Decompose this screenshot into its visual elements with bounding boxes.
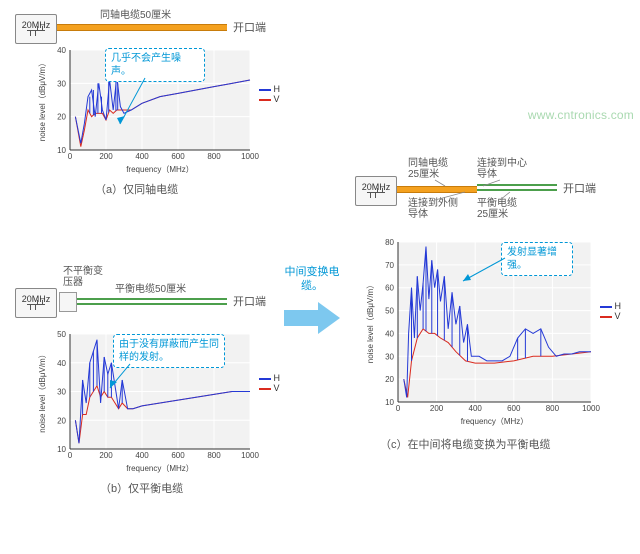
svg-text:600: 600 <box>171 451 185 460</box>
svg-text:800: 800 <box>207 451 221 460</box>
balanced-label-b: 平衡电缆50厘米 <box>115 280 186 295</box>
big-arrow-icon <box>282 298 342 338</box>
callout-a: 几乎不会产生噪声。 <box>105 48 205 82</box>
square-wave-icon <box>367 192 385 200</box>
infographic-root: www.cntronics.com 20MHz 同轴电缆50厘米 开口端 0 20… <box>0 0 640 554</box>
svg-text:40: 40 <box>385 329 394 338</box>
svg-text:400: 400 <box>135 152 149 161</box>
svg-text:200: 200 <box>99 152 113 161</box>
svg-text:10: 10 <box>385 398 394 407</box>
balun-label-b: 不平衡变压器 <box>63 266 103 288</box>
svg-text:20: 20 <box>57 416 66 425</box>
svg-text:60: 60 <box>385 284 394 293</box>
svg-text:400: 400 <box>135 451 149 460</box>
svg-text:10: 10 <box>57 146 66 155</box>
balanced-cable-c <box>477 184 557 191</box>
svg-text:noise level（dBμV/m）: noise level（dBμV/m） <box>38 350 47 432</box>
coax-cable-a <box>57 24 227 31</box>
svg-text:600: 600 <box>171 152 185 161</box>
svg-text:80: 80 <box>385 238 394 247</box>
arrow-label: 中间变换电缆。 <box>282 266 342 294</box>
svg-text:20: 20 <box>385 375 394 384</box>
svg-text:40: 40 <box>57 46 66 55</box>
svg-text:200: 200 <box>430 404 444 413</box>
oscillator-box-b: 20MHz <box>15 288 57 318</box>
center-conn-label-c: 连接到中心导体 <box>477 158 527 180</box>
svg-text:200: 200 <box>99 451 113 460</box>
coax-cable-c <box>397 186 477 193</box>
svg-text:800: 800 <box>546 404 560 413</box>
svg-text:1000: 1000 <box>241 451 259 460</box>
coax-label-c: 同轴电缆25厘米 <box>408 158 458 180</box>
svg-text:noise level（dBμV/m）: noise level（dBμV/m） <box>38 59 47 141</box>
caption-b: （b）仅平衡电缆 <box>100 480 183 496</box>
svg-text:40: 40 <box>57 359 66 368</box>
outer-conn-label-c: 连接到外侧导体 <box>408 198 458 220</box>
svg-text:0: 0 <box>68 152 73 161</box>
legend-b: H V <box>259 373 281 393</box>
callout-b: 由于没有屏蔽而产生同样的发射。 <box>113 334 225 368</box>
svg-text:0: 0 <box>68 451 73 460</box>
svg-text:1000: 1000 <box>241 152 259 161</box>
square-wave-icon <box>27 30 45 38</box>
svg-text:frequency（MHz）: frequency（MHz） <box>126 165 194 174</box>
svg-text:30: 30 <box>57 388 66 397</box>
svg-text:800: 800 <box>207 152 221 161</box>
coax-label-a: 同轴电缆50厘米 <box>100 6 171 21</box>
legend-c: H V <box>600 301 622 321</box>
svg-text:50: 50 <box>385 307 394 316</box>
svg-text:400: 400 <box>469 404 483 413</box>
balanced-cable-b <box>77 298 227 305</box>
watermark: www.cntronics.com <box>528 108 634 122</box>
oscillator-label-c: 20MHz <box>362 182 391 192</box>
svg-text:600: 600 <box>507 404 521 413</box>
svg-text:noise level（dBμV/m）: noise level（dBμV/m） <box>366 281 375 363</box>
chart-c: 0 200 400 600 800 1000 10 20 30 40 50 60 70 80 frequen… <box>363 236 621 426</box>
svg-text:frequency（MHz）: frequency（MHz） <box>126 464 194 473</box>
square-wave-icon <box>27 304 45 312</box>
chart-b: 0 200 400 600 800 1000 10 20 30 40 50 frequency（MHz… <box>35 328 280 473</box>
legend-a: H V <box>259 84 281 104</box>
open-end-a: 开口端 <box>233 19 266 35</box>
svg-text:30: 30 <box>385 352 394 361</box>
oscillator-label-a: 20MHz <box>22 20 51 30</box>
caption-a: （a）仅同轴电缆 <box>95 181 178 197</box>
svg-text:10: 10 <box>57 445 66 454</box>
svg-text:50: 50 <box>57 330 66 339</box>
callout-c: 发射显著增强。 <box>501 242 573 276</box>
chart-a: 0 200 400 600 800 1000 10 20 30 40 frequency（MHz） n… <box>35 44 280 174</box>
balun-box <box>59 292 77 312</box>
open-end-b: 开口端 <box>233 293 266 309</box>
svg-text:70: 70 <box>385 261 394 270</box>
svg-text:0: 0 <box>396 404 401 413</box>
chart-c-svg: 0 200 400 600 800 1000 10 20 30 40 50 60 70 80 frequen… <box>363 236 621 426</box>
svg-text:30: 30 <box>57 79 66 88</box>
balanced-label-c: 平衡电缆25厘米 <box>477 198 527 220</box>
svg-text:1000: 1000 <box>582 404 600 413</box>
oscillator-box-c: 20MHz <box>355 176 397 206</box>
oscillator-label-b: 20MHz <box>22 294 51 304</box>
oscillator-box-a: 20MHz <box>15 14 57 44</box>
svg-text:20: 20 <box>57 113 66 122</box>
svg-text:frequency（MHz）: frequency（MHz） <box>461 417 529 426</box>
open-end-c: 开口端 <box>563 180 596 196</box>
caption-c: （c）在中间将电缆变换为平衡电缆 <box>380 436 551 452</box>
